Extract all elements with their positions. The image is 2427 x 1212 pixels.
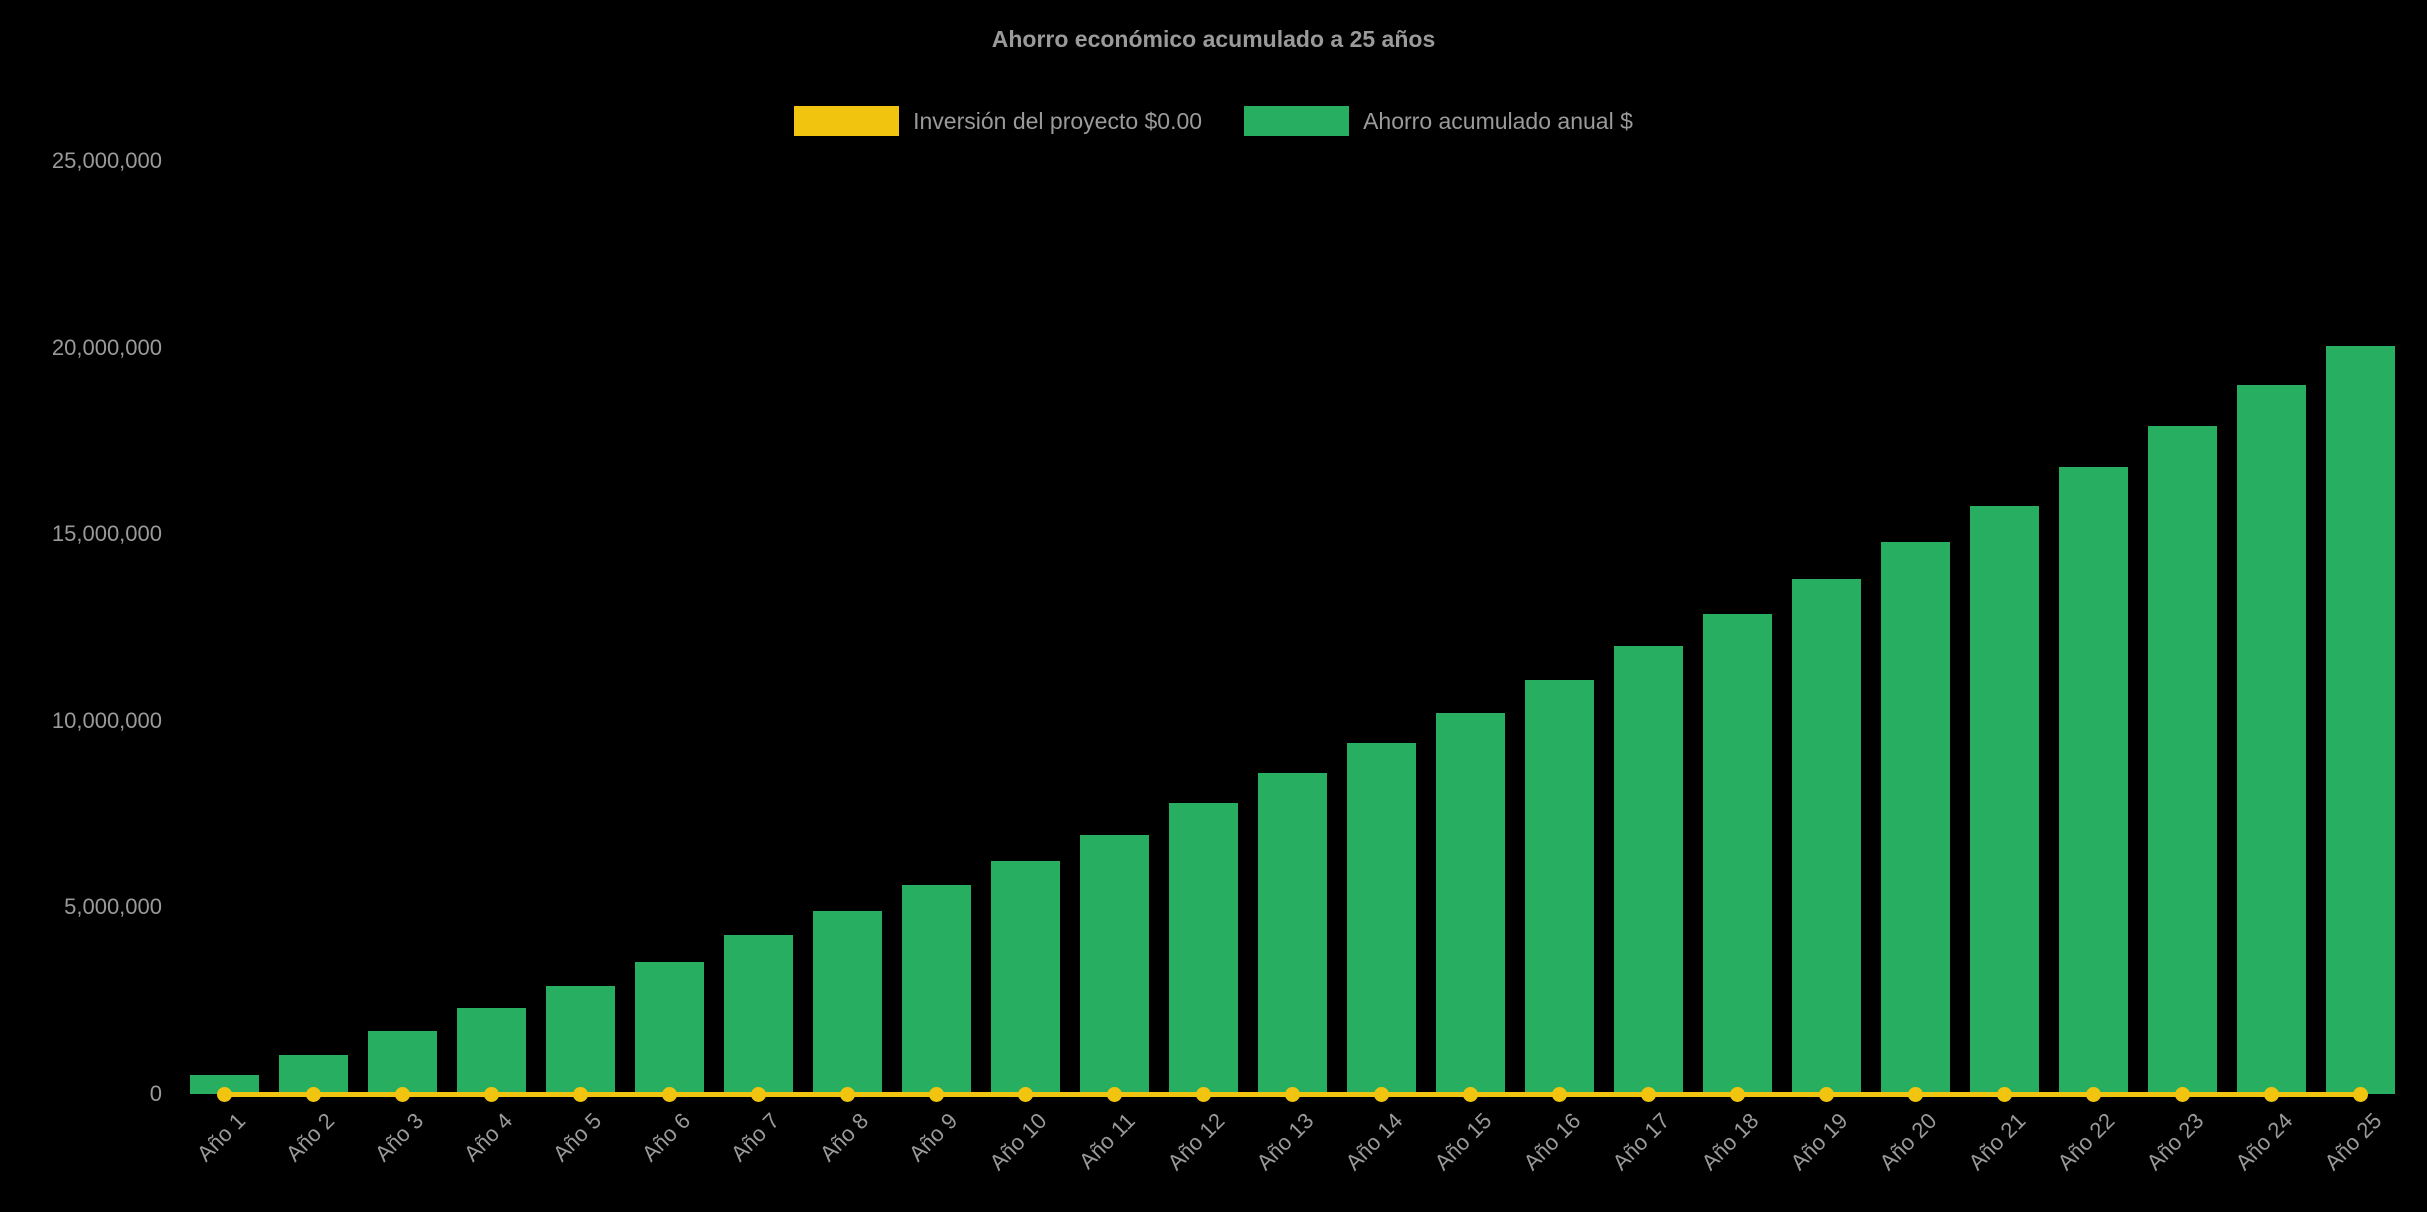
x-axis-label-8: Año 8: [814, 1108, 874, 1167]
legend-label-investment: Inversión del proyecto $0.00: [913, 107, 1203, 134]
y-axis-label-15000000: 15,000,000: [51, 521, 162, 547]
investment-point-21[interactable]: [1997, 1086, 2012, 1102]
y-axis-label-0: 0: [149, 1081, 162, 1106]
investment-point-20[interactable]: [1908, 1086, 1923, 1102]
x-axis-label-21: Año 21: [1963, 1108, 2031, 1175]
x-axis-label-4: Año 4: [458, 1108, 518, 1167]
x-axis-label-23: Año 23: [2141, 1108, 2209, 1175]
x-axis-label-9: Año 9: [903, 1108, 963, 1167]
x-axis-label-22: Año 22: [2052, 1108, 2120, 1175]
investment-point-2[interactable]: [306, 1086, 321, 1102]
x-axis-label-12: Año 12: [1162, 1108, 1230, 1175]
bar-year-23[interactable]: [2148, 425, 2217, 1094]
x-axis-label-15: Año 15: [1429, 1108, 1497, 1175]
investment-point-23[interactable]: [2175, 1086, 2190, 1102]
x-axis-label-18: Año 18: [1696, 1108, 1764, 1175]
investment-point-13[interactable]: [1285, 1086, 1300, 1102]
bar-year-25[interactable]: [2326, 345, 2395, 1094]
y-axis-label-5000000: 5,000,000: [64, 894, 162, 920]
bar-year-16[interactable]: [1525, 679, 1594, 1094]
investment-point-1[interactable]: [217, 1086, 232, 1102]
investment-point-11[interactable]: [1107, 1086, 1122, 1102]
bar-year-5[interactable]: [546, 985, 615, 1094]
investment-point-25[interactable]: [2353, 1086, 2368, 1102]
bar-year-21[interactable]: [1970, 506, 2039, 1094]
investment-point-8[interactable]: [840, 1086, 855, 1102]
bar-year-10[interactable]: [991, 860, 1060, 1094]
investment-point-14[interactable]: [1374, 1086, 1389, 1102]
x-axis-label-24: Año 24: [2230, 1108, 2298, 1175]
bar-year-3[interactable]: [368, 1030, 437, 1094]
x-axis-label-13: Año 13: [1251, 1108, 1319, 1175]
legend: Inversión del proyecto $0.00 Ahorro acum…: [0, 106, 2427, 136]
investment-point-3[interactable]: [395, 1086, 410, 1102]
investment-point-24[interactable]: [2264, 1086, 2279, 1102]
bar-year-22[interactable]: [2059, 467, 2128, 1094]
y-axis-label-20000000: 20,000,000: [51, 334, 162, 360]
legend-swatch-savings: [1244, 106, 1350, 136]
investment-point-17[interactable]: [1641, 1086, 1656, 1102]
x-axis-label-7: Año 7: [725, 1108, 785, 1167]
legend-label-savings: Ahorro acumulado anual $: [1363, 107, 1633, 134]
x-axis-label-1: Año 1: [191, 1108, 251, 1167]
investment-point-12[interactable]: [1196, 1086, 1211, 1102]
investment-point-5[interactable]: [573, 1086, 588, 1102]
investment-point-19[interactable]: [1819, 1086, 1834, 1102]
bar-year-13[interactable]: [1258, 773, 1327, 1094]
bar-year-19[interactable]: [1792, 578, 1861, 1094]
investment-point-22[interactable]: [2086, 1086, 2101, 1102]
y-axis-label-25000000: 25,000,000: [51, 148, 162, 173]
bar-year-15[interactable]: [1436, 713, 1505, 1094]
investment-point-7[interactable]: [751, 1086, 766, 1102]
bar-year-11[interactable]: [1080, 834, 1149, 1094]
investment-point-6[interactable]: [662, 1086, 677, 1102]
bar-year-12[interactable]: [1169, 802, 1238, 1094]
x-axis-label-20: Año 20: [1874, 1108, 1942, 1175]
x-axis-label-17: Año 17: [1607, 1108, 1675, 1175]
bar-year-1[interactable]: [190, 1075, 259, 1094]
x-axis-label-5: Año 5: [547, 1108, 607, 1167]
x-axis-label-11: Año 11: [1074, 1108, 1141, 1174]
investment-point-9[interactable]: [929, 1086, 944, 1102]
chart-title: Ahorro económico acumulado a 25 años: [991, 26, 1436, 52]
legend-swatch-investment: [794, 106, 900, 136]
bar-year-8[interactable]: [813, 911, 882, 1094]
legend-item-investment[interactable]: Inversión del proyecto $0.00: [794, 106, 1202, 136]
bar-year-17[interactable]: [1614, 646, 1683, 1094]
investment-point-10[interactable]: [1018, 1086, 1033, 1102]
y-axis-label-10000000: 10,000,000: [51, 707, 162, 733]
bar-year-4[interactable]: [457, 1008, 526, 1094]
legend-item-savings[interactable]: Ahorro acumulado anual $: [1244, 106, 1633, 136]
bar-year-18[interactable]: [1703, 614, 1772, 1094]
x-axis-label-19: Año 19: [1785, 1108, 1853, 1175]
bar-year-7[interactable]: [724, 935, 793, 1094]
bar-year-14[interactable]: [1347, 743, 1416, 1094]
bar-year-6[interactable]: [635, 961, 704, 1094]
bar-year-24[interactable]: [2237, 384, 2306, 1094]
bar-year-20[interactable]: [1881, 541, 1950, 1094]
bar-year-9[interactable]: [902, 885, 971, 1094]
x-axis-label-2: Año 2: [280, 1108, 340, 1167]
x-axis-label-25: Año 25: [2319, 1108, 2387, 1175]
investment-point-18[interactable]: [1730, 1086, 1745, 1102]
investment-point-4[interactable]: [484, 1086, 499, 1102]
x-axis-label-16: Año 16: [1518, 1108, 1586, 1175]
x-axis-label-6: Año 6: [636, 1108, 696, 1167]
investment-point-16[interactable]: [1552, 1086, 1567, 1102]
x-axis-label-10: Año 10: [984, 1108, 1052, 1175]
x-axis-label-3: Año 3: [369, 1108, 429, 1167]
x-axis-label-14: Año 14: [1340, 1108, 1408, 1175]
investment-point-15[interactable]: [1463, 1086, 1478, 1102]
